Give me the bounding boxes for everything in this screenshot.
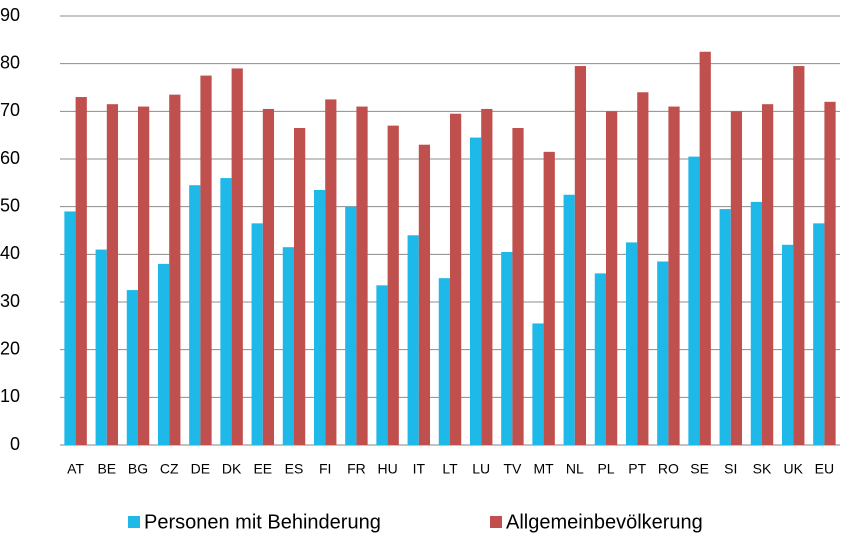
bar [157,263,170,445]
bar [356,106,368,446]
x-tick-label: MT [533,461,554,477]
bar [501,251,513,445]
x-tick-label: NL [566,461,584,477]
x-tick-label: LU [472,461,490,477]
bar [387,125,399,445]
bar [106,104,119,445]
bar [668,106,680,446]
y-tick-label: 40 [0,243,20,263]
y-tick-label: 60 [0,148,20,168]
bar [126,290,138,445]
bar [345,206,357,445]
bar [407,235,419,445]
bar [95,249,107,445]
x-tick-label: EU [815,461,834,477]
bar [781,244,794,445]
bar [220,178,232,446]
x-tick-label: EE [253,461,272,477]
legend-label: Personen mit Behinderung [144,511,381,533]
bar [200,75,212,445]
x-tick-label: SI [724,461,737,477]
bar [719,209,731,445]
bar [376,285,388,445]
bar [469,137,482,446]
x-tick-label: AT [67,461,84,477]
bar [543,151,555,445]
x-tick-label: SE [690,461,709,477]
x-tick-label: UK [783,461,803,477]
x-tick-label: CZ [160,461,179,477]
x-tick-label: BG [128,461,148,477]
bar [813,223,825,445]
bar [594,273,606,445]
y-tick-label: 0 [10,434,20,454]
bar [138,106,150,446]
bar [730,111,743,445]
bar [699,51,711,445]
x-tick-label: TV [503,461,522,477]
legend-label: Allgemeinbevölkerung [506,511,703,533]
bar [563,194,575,445]
bar [574,66,587,446]
bar [282,247,294,445]
y-tick-label: 80 [0,52,20,72]
bar [762,104,774,445]
bar [824,101,836,446]
bar [418,144,431,445]
x-tick-label: SK [753,461,772,477]
bar [313,189,326,445]
bar [325,99,337,446]
x-tick-label: RO [658,461,679,477]
bar [189,185,201,445]
bar [606,111,618,445]
x-tick-label: HU [377,461,397,477]
bar [793,66,805,446]
x-tick-label: DE [191,461,210,477]
legend-swatch [128,516,140,528]
y-tick-label: 10 [0,386,20,406]
x-tick-label: PL [597,461,614,477]
bar [231,68,243,445]
bar [262,108,275,445]
y-tick-label: 30 [0,291,20,311]
x-tick-label: LT [442,461,458,477]
bar [750,201,762,445]
x-tick-label: FR [347,461,366,477]
x-tick-label: FI [319,461,331,477]
y-tick-label: 20 [0,338,20,358]
x-tick-label: ES [285,461,304,477]
bar [532,323,544,445]
y-tick-label: 70 [0,100,20,120]
bar [75,97,87,446]
x-tick-label: DK [222,461,242,477]
x-tick-label: PT [628,461,646,477]
x-tick-label: IT [413,461,426,477]
bar [169,94,181,446]
y-tick-label: 90 [0,5,20,25]
bar [294,128,306,445]
bar [251,223,263,445]
bar [657,261,669,445]
bar [64,211,76,445]
bar [637,92,649,446]
x-tick-label: BE [97,461,116,477]
legend-swatch [490,516,502,528]
bar [512,128,524,445]
bar [481,108,493,445]
bar [625,242,638,445]
bar [688,156,700,445]
y-tick-label: 50 [0,195,20,215]
bar [450,113,462,445]
bar [438,278,450,445]
